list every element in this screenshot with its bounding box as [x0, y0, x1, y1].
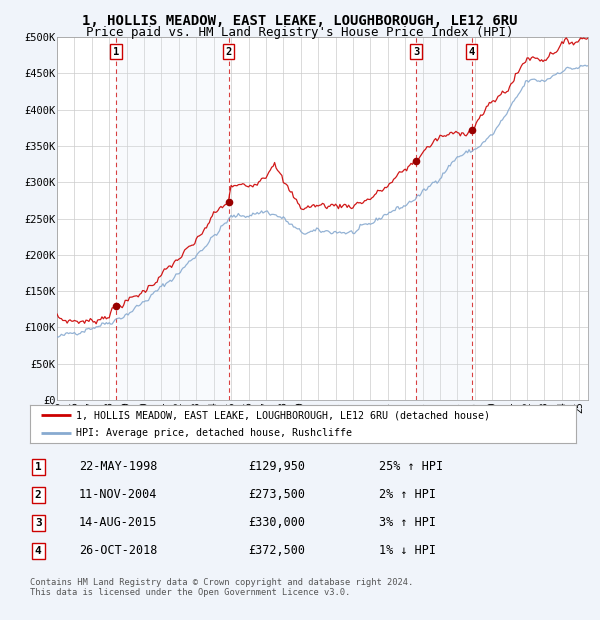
Text: 1, HOLLIS MEADOW, EAST LEAKE, LOUGHBOROUGH, LE12 6RU (detached house): 1, HOLLIS MEADOW, EAST LEAKE, LOUGHBOROU… [76, 410, 490, 420]
Text: 3% ↑ HPI: 3% ↑ HPI [379, 516, 436, 529]
Text: 22-MAY-1998: 22-MAY-1998 [79, 460, 158, 473]
Text: 2: 2 [35, 490, 41, 500]
Bar [116, 37, 229, 400]
Text: 11-NOV-2004: 11-NOV-2004 [79, 488, 158, 501]
Text: 26-OCT-2018: 26-OCT-2018 [79, 544, 158, 557]
Text: £129,950: £129,950 [248, 460, 305, 473]
Text: 3: 3 [35, 518, 41, 528]
Text: Contains HM Land Registry data © Crown copyright and database right 2024.
This d: Contains HM Land Registry data © Crown c… [30, 578, 413, 597]
Text: Price paid vs. HM Land Registry's House Price Index (HPI): Price paid vs. HM Land Registry's House … [86, 26, 514, 39]
Text: £330,000: £330,000 [248, 516, 305, 529]
Text: £372,500: £372,500 [248, 544, 305, 557]
Text: 1% ↓ HPI: 1% ↓ HPI [379, 544, 436, 557]
Text: 4: 4 [469, 46, 475, 56]
Text: 14-AUG-2015: 14-AUG-2015 [79, 516, 158, 529]
Text: 1: 1 [35, 462, 41, 472]
Text: 2% ↑ HPI: 2% ↑ HPI [379, 488, 436, 501]
Text: £273,500: £273,500 [248, 488, 305, 501]
Bar [416, 37, 472, 400]
Text: 2: 2 [226, 46, 232, 56]
Text: 3: 3 [413, 46, 419, 56]
Text: HPI: Average price, detached house, Rushcliffe: HPI: Average price, detached house, Rush… [76, 428, 352, 438]
Text: 4: 4 [35, 546, 41, 556]
Text: 25% ↑ HPI: 25% ↑ HPI [379, 460, 443, 473]
Text: 1: 1 [113, 46, 119, 56]
Text: 1, HOLLIS MEADOW, EAST LEAKE, LOUGHBOROUGH, LE12 6RU: 1, HOLLIS MEADOW, EAST LEAKE, LOUGHBOROU… [82, 14, 518, 28]
